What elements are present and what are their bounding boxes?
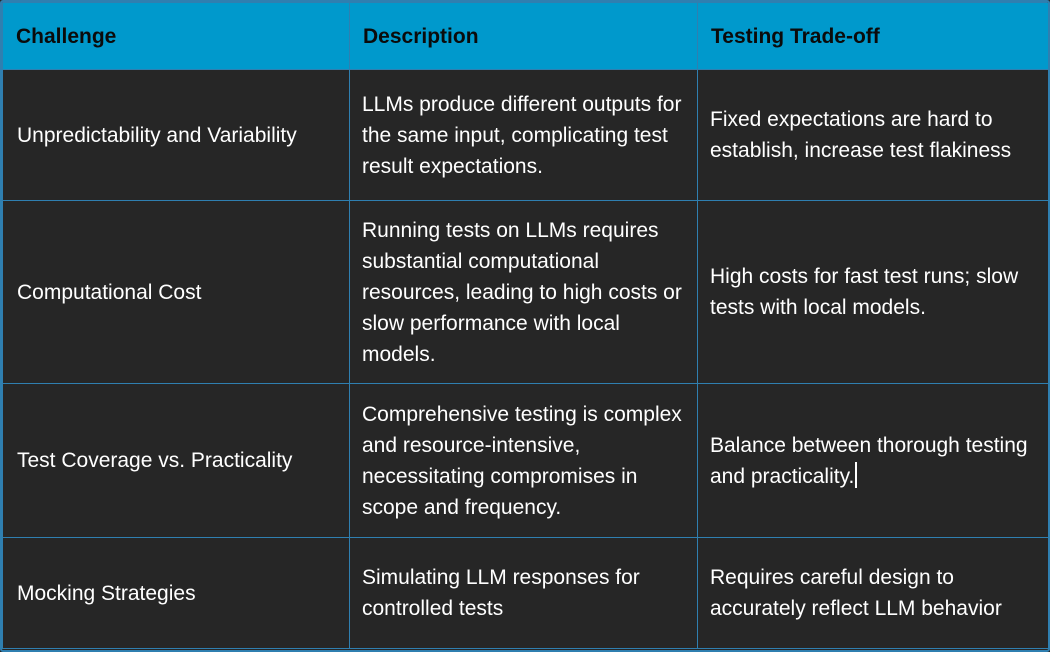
text-cursor (855, 461, 858, 488)
cell-tradeoff: High costs for fast test runs; slow test… (697, 200, 1048, 384)
cell-tradeoff: Requires careful design to accurately re… (697, 537, 1048, 649)
table-row: Unpredictability and Variability LLMs pr… (2, 69, 1048, 201)
cell-description: LLMs produce different outputs for the s… (349, 69, 698, 201)
header-challenge: Challenge (2, 2, 350, 70)
cell-challenge: Unpredictability and Variability (2, 69, 350, 201)
cell-challenge: Mocking Strategies (2, 537, 350, 649)
cell-challenge: Computational Cost (2, 200, 350, 384)
cell-description: Simulating LLM responses for controlled … (349, 537, 698, 649)
cell-tradeoff: Fixed expectations are hard to establish… (697, 69, 1048, 201)
cell-tradeoff-text: Balance between thorough testing and pra… (710, 433, 1028, 488)
table-row: Test Coverage vs. Practicality Comprehen… (2, 383, 1048, 538)
cell-challenge: Test Coverage vs. Practicality (2, 383, 350, 538)
table-row: Computational Cost Running tests on LLMs… (2, 200, 1048, 384)
cell-description: Comprehensive testing is complex and res… (349, 383, 698, 538)
cell-tradeoff[interactable]: Balance between thorough testing and pra… (697, 383, 1048, 538)
table-header-row: Challenge Description Testing Trade-off (2, 2, 1048, 70)
cell-description: Running tests on LLMs requires substanti… (349, 200, 698, 384)
header-testing-tradeoff: Testing Trade-off (697, 2, 1048, 70)
table-row: Mocking Strategies Simulating LLM respon… (2, 537, 1048, 649)
header-description: Description (349, 2, 698, 70)
